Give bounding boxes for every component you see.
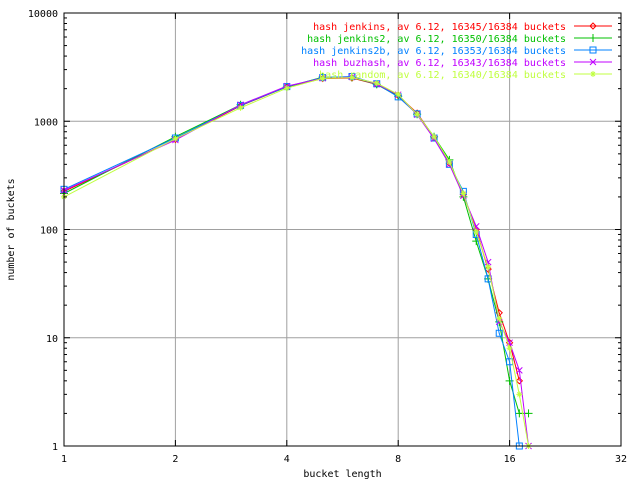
series-5 [61,74,532,449]
data-point [485,264,492,271]
legend-item: hash jenkins, av 6.12, 16345/16384 bucke… [313,22,612,33]
data-point [446,159,453,166]
y-tick-label: 10 [46,334,58,345]
legend-label: hash jenkins2, av 6.12, 16350/16384 buck… [307,34,566,45]
legend: hash jenkins, av 6.12, 16345/16384 bucke… [301,22,612,81]
data-point [348,74,355,81]
data-point [590,71,596,77]
ticks: 1 2 4 8 16 32 1 10 100 1000 10000 [28,9,627,465]
series-line [63,76,529,447]
data-point [484,265,492,273]
data-point [431,133,438,140]
y-tick-label: 10000 [28,9,58,20]
data-point [495,329,503,337]
x-tick-label: 1 [61,454,67,465]
x-tick-label: 8 [395,454,401,465]
data-point [506,339,513,347]
series-layer [60,73,533,450]
x-tick-label: 4 [284,454,290,465]
data-point [172,135,179,142]
data-point [516,391,523,398]
y-tick-label: 1 [52,442,58,453]
series-2 [60,73,533,418]
x-tick-label: 16 [504,454,516,465]
data-point [515,377,524,385]
data-point [283,85,290,92]
legend-item: hash buzhash, av 6.12, 16343/16384 bucke… [313,58,612,69]
y-tick-label: 100 [40,226,58,237]
data-point [460,190,467,197]
x-tick-label: 32 [615,454,627,465]
legend-item: hash random, av 6.12, 16340/16384 bucket… [319,70,612,81]
data-point [319,75,326,82]
data-point [589,22,597,30]
data-point [472,222,480,230]
data-point [524,409,533,418]
data-point [473,228,480,235]
y-tick-label: 1000 [34,117,58,128]
data-point [496,315,503,322]
y-axis-label: number of buckets [6,178,17,280]
series-line [63,76,529,414]
data-point [515,409,524,418]
series-line [63,75,520,447]
data-point [237,104,244,111]
series-line [63,77,529,447]
legend-label: hash jenkins2b, av 6.12, 16353/16384 buc… [301,46,566,57]
series-4 [60,73,532,450]
series-3 [60,73,523,450]
legend-label: hash random, av 6.12, 16340/16384 bucket… [319,70,566,81]
legend-label: hash jenkins, av 6.12, 16345/16384 bucke… [313,22,566,33]
x-tick-label: 2 [172,454,178,465]
data-point [506,345,513,352]
legend-item: hash jenkins2b, av 6.12, 16353/16384 buc… [301,46,612,57]
x-axis-label: bucket length [303,469,381,480]
data-point [414,111,421,118]
data-point [395,91,402,98]
data-point [589,34,597,42]
legend-label: hash buzhash, av 6.12, 16343/16384 bucke… [313,58,566,69]
data-point [589,58,597,66]
legend-item: hash jenkins2, av 6.12, 16350/16384 buck… [307,34,612,45]
data-point [589,46,597,54]
data-point [373,80,380,87]
data-point [515,366,523,374]
